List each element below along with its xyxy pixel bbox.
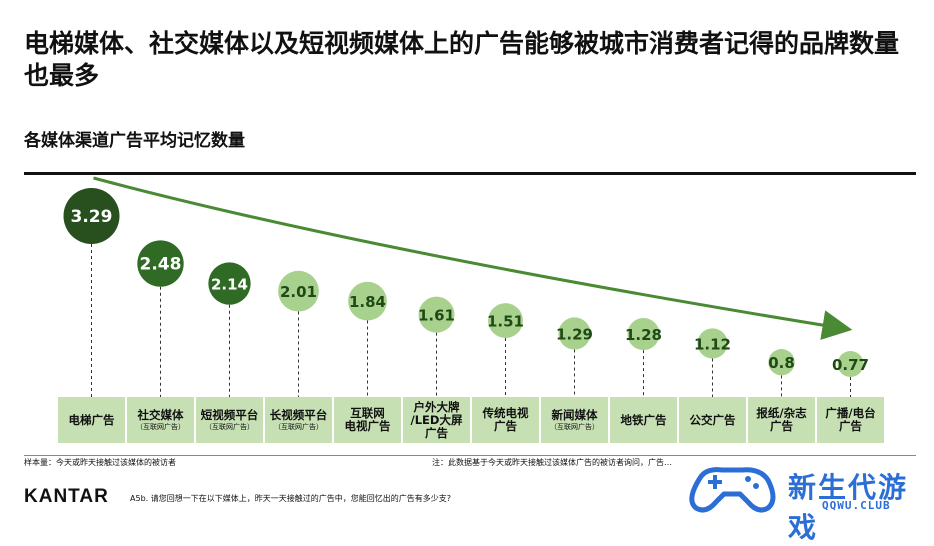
trend-arrow: [93, 176, 853, 340]
value-label: 2.01: [280, 283, 317, 301]
value-bubble: [697, 328, 728, 359]
chart-subtitle: 各媒体渠道广告平均记忆数量: [24, 131, 245, 151]
value-label: 2.48: [140, 255, 182, 275]
value-label: 1.51: [487, 313, 524, 331]
category-label: 长视频平台 （互联网广告）: [265, 397, 332, 443]
category-label: 户外大牌 /LED大屏 广告: [403, 397, 470, 443]
category-name: 户外大牌 /LED大屏 广告: [410, 399, 463, 440]
value-bubble: [558, 317, 591, 350]
value-label: 1.61: [418, 307, 455, 325]
category-name: 传统电视 广告: [482, 406, 529, 433]
value-label: 1.12: [694, 335, 731, 353]
category-label: 广播/电台 广告: [817, 397, 884, 443]
category-name: 报纸/杂志 广告: [756, 406, 807, 433]
header-rule: [24, 172, 916, 175]
category-label: 新闻媒体 （互联网广告）: [541, 397, 608, 443]
category-label: 地铁广告: [610, 397, 677, 443]
category-label: 社交媒体 （互联网广告）: [127, 397, 194, 443]
category-note: （互联网广告）: [550, 422, 599, 431]
category-name: 新闻媒体: [551, 407, 598, 422]
value-label: 1.28: [625, 326, 662, 344]
value-label: 0.77: [832, 356, 869, 374]
sample-note: 样本量：今天或昨天接触过该媒体的被访者: [24, 458, 176, 467]
category-name: 互联网 电视广告: [344, 406, 391, 433]
value-bubble: [627, 318, 660, 351]
survey-question: A5b. 请您回想一下在以下媒体上，昨天一天接触过的广告中，您能回忆出的广告有多…: [130, 494, 451, 503]
category-note: （互联网广告）: [205, 422, 254, 431]
value-label: 0.8: [768, 354, 795, 372]
value-bubble: [208, 262, 251, 305]
category-label: 短视频平台 （互联网广告）: [196, 397, 263, 443]
value-bubble: [837, 351, 864, 377]
category-label: 互联网 电视广告: [334, 397, 401, 443]
category-label: 报纸/杂志 广告: [748, 397, 815, 443]
value-label: 1.29: [556, 325, 593, 343]
footer-rule: [24, 455, 916, 456]
page-title: 电梯媒体、社交媒体以及短视频媒体上的广告能够被城市消费者记得的品牌数量也最多: [24, 29, 900, 90]
value-bubble: [137, 240, 184, 287]
category-label: 公交广告: [679, 397, 746, 443]
value-label: 2.14: [211, 276, 248, 294]
value-bubble: [488, 303, 523, 338]
gamepad-icon: [689, 467, 776, 513]
value-bubble: [278, 270, 319, 312]
watermark-domain: QQWU.CLUB: [822, 499, 891, 512]
value-bubble: [63, 188, 120, 244]
value-label: 1.84: [349, 293, 386, 311]
category-label: 电梯广告: [58, 397, 125, 443]
category-name: 广播/电台 广告: [825, 406, 876, 433]
bubble-chart: 3.29 2.48 2.14 2.01 1.84 1.61 1.51 1.29 1.28 1.12…: [63, 176, 869, 397]
value-bubble: [768, 349, 795, 376]
category-name: 长视频平台: [269, 407, 328, 422]
kantar-logo: KANTAR: [24, 486, 109, 507]
category-name: 电梯广告: [68, 412, 115, 427]
category-row: 电梯广告 社交媒体 （互联网广告） 短视频平台 （互联网广告） 长视频平台 （互联网广告）互…: [58, 397, 884, 443]
category-label: 传统电视 广告: [472, 397, 539, 443]
data-note: 注：此数据基于今天或昨天接触过该媒体广告的被访者询问，广告…: [432, 458, 672, 467]
category-name: 社交媒体: [137, 407, 184, 422]
value-bubble: [418, 296, 455, 333]
value-label: 3.29: [71, 207, 113, 227]
category-name: 短视频平台: [200, 407, 259, 422]
value-bubble: [348, 281, 387, 321]
category-name: 公交广告: [689, 412, 736, 427]
category-note: （互联网广告）: [136, 422, 185, 431]
category-name: 地铁广告: [620, 412, 667, 427]
category-note: （互联网广告）: [274, 422, 323, 431]
